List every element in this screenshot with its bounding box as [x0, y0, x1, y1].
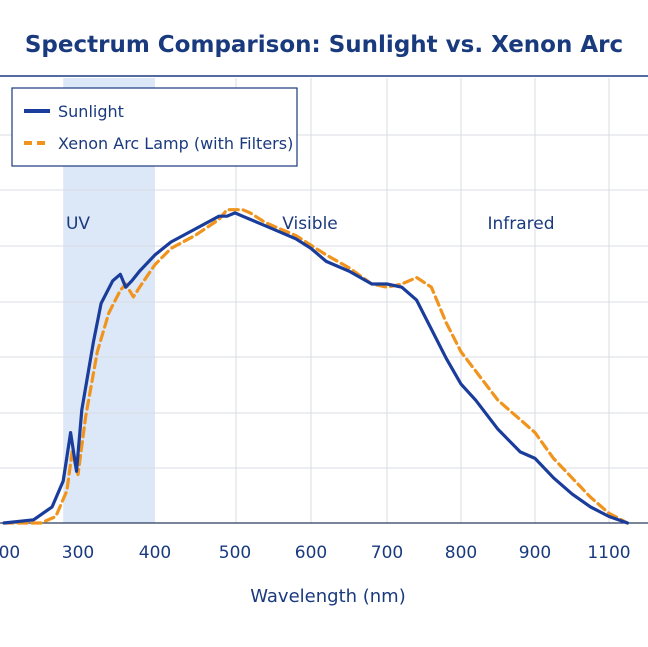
- region-label-visible: Visible: [282, 214, 338, 234]
- x-tick-labels: 200 300 400 500 600 700 800 900 1100: [0, 543, 631, 563]
- chart-title: Spectrum Comparison: Sunlight vs. Xenon …: [24, 32, 624, 58]
- x-tick-label: 700: [371, 543, 403, 563]
- series-layer: [2, 208, 630, 525]
- series-line-sunlight: [2, 211, 630, 525]
- legend-box: [11, 87, 298, 167]
- x-axis-title: Wavelength (nm): [250, 586, 406, 607]
- region-label-infrared: Infrared: [487, 214, 554, 234]
- x-tick-label: 800: [445, 543, 477, 563]
- series-line-xenon-arc: [2, 208, 630, 525]
- x-tick-label: 1100: [587, 543, 630, 563]
- legend-label-sunlight: Sunlight: [58, 102, 124, 121]
- x-tick-label: 900: [519, 543, 551, 563]
- x-tick-label: 300: [62, 543, 94, 563]
- x-axis-title-group: Wavelength (nm): [62, 586, 580, 607]
- x-tick-label: 400: [139, 543, 171, 563]
- region-labels: UV Visible Infrared: [66, 214, 555, 234]
- legend: Sunlight Xenon Arc Lamp (with Filters): [11, 87, 298, 167]
- x-tick-label: 500: [219, 543, 251, 563]
- x-tick-label: 600: [295, 543, 327, 563]
- region-label-uv: UV: [66, 214, 90, 234]
- x-tick-label: 200: [0, 543, 20, 563]
- legend-label-xenon-arc: Xenon Arc Lamp (with Filters): [58, 134, 293, 153]
